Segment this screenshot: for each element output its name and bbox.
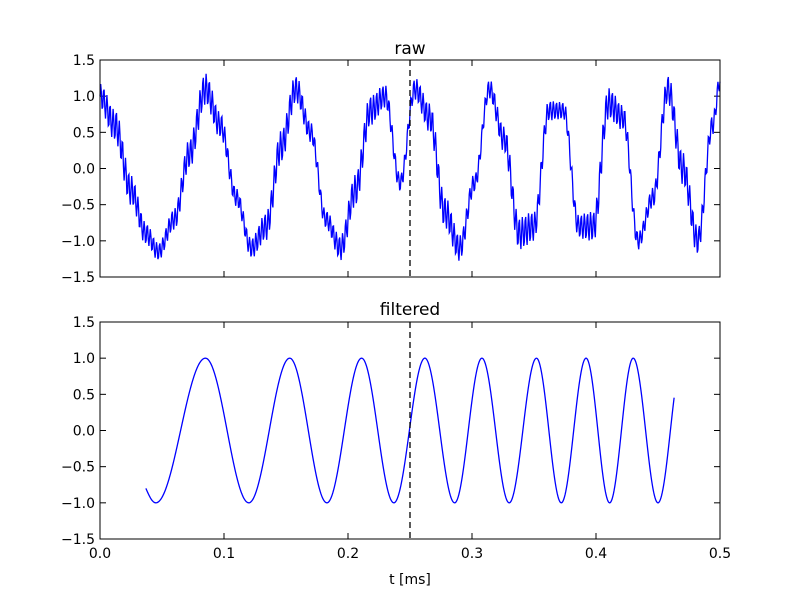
filtered-y-tick-label: 1.5 — [73, 315, 95, 331]
filtered-x-tick-label: 0.1 — [213, 546, 235, 562]
raw-y-tick-label: −1.0 — [61, 234, 95, 250]
raw-y-tick-label: 0.5 — [73, 125, 95, 141]
filtered-x-tick-label: 0.0 — [89, 546, 111, 562]
raw-y-tick-label: −1.5 — [61, 270, 95, 286]
raw-title: raw — [394, 39, 425, 59]
raw-y-tick-label: 0.0 — [73, 162, 95, 178]
x-axis-label: t [ms] — [389, 572, 431, 588]
filtered-x-tick-label: 0.3 — [461, 546, 483, 562]
raw-y-tick-label: 1.0 — [73, 89, 95, 105]
filtered-y-tick-label: −0.5 — [61, 460, 95, 476]
filtered-y-tick-label: −1.5 — [61, 532, 95, 548]
raw-y-tick-label: 1.5 — [73, 53, 95, 69]
filtered-y-tick-label: −1.0 — [61, 496, 95, 512]
filtered-y-tick-label: 1.0 — [73, 351, 95, 367]
filtered-x-tick-label: 0.5 — [709, 546, 731, 562]
filtered-y-tick-label: 0.0 — [73, 424, 95, 440]
raw-plot-frame — [99, 59, 721, 278]
filtered-y-tick-label: 0.5 — [73, 387, 95, 403]
filtered-axes: filtered 0.0 0.1 0.2 0.3 0.4 0.5 −1.5 −1.0 −0.5… — [61, 300, 731, 588]
filtered-x-tick-label: 0.2 — [337, 546, 359, 562]
raw-axes: raw −1.5 −1.0 −0.5 0.0 0.5 1.0 1.5 — [61, 39, 721, 286]
raw-y-tick-label: −0.5 — [61, 198, 95, 214]
filtered-x-tick-label: 0.4 — [585, 546, 607, 562]
filtered-plot-frame — [99, 321, 721, 540]
filtered-title: filtered — [380, 300, 440, 320]
